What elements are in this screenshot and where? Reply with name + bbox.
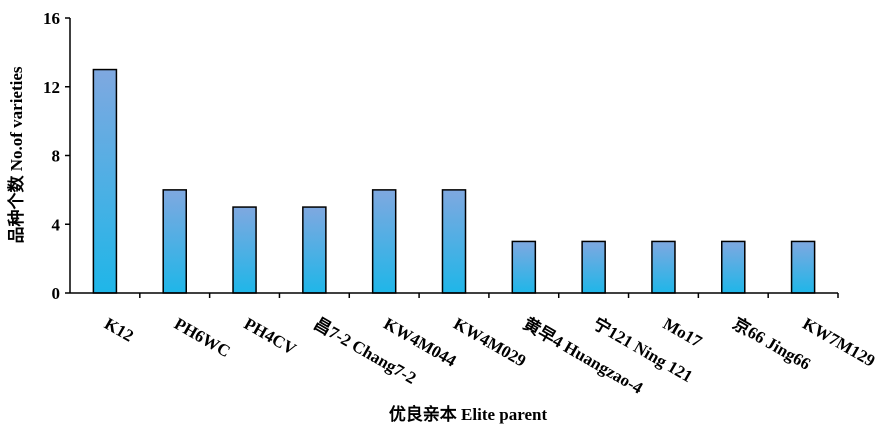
bar-9 <box>721 240 746 294</box>
bar-1 <box>162 189 187 294</box>
y-tick-label: 0 <box>52 284 61 303</box>
y-tick-label: 4 <box>52 215 61 234</box>
y-tick-label: 16 <box>43 9 60 28</box>
x-category-label: 黄早4 Huangzao-4 <box>520 313 647 398</box>
x-category-label: 京66 Jing66 <box>730 313 815 374</box>
bar-3 <box>302 206 327 294</box>
x-category-label: PH6WC <box>171 314 234 361</box>
y-axis-title: 品种个数 No.of varieties <box>6 66 26 243</box>
bar-8 <box>651 240 676 294</box>
y-tick-label: 8 <box>52 147 61 166</box>
bar-4 <box>371 189 397 294</box>
x-category-label: PH4CV <box>241 314 300 359</box>
bar-7 <box>581 240 606 294</box>
bar-2 <box>232 206 257 294</box>
x-axis-title: 优良亲本 Elite parent <box>389 404 548 424</box>
y-tick-label: 12 <box>43 78 60 97</box>
bar-10 <box>790 240 816 294</box>
x-category-label: KW4M029 <box>450 314 529 371</box>
x-category-label: K12 <box>101 314 137 346</box>
x-category-label: KW7M129 <box>799 314 878 371</box>
bar-6 <box>511 240 537 294</box>
x-category-label: Mo17 <box>660 314 706 351</box>
bar-0 <box>92 68 118 294</box>
bar-5 <box>441 189 467 294</box>
